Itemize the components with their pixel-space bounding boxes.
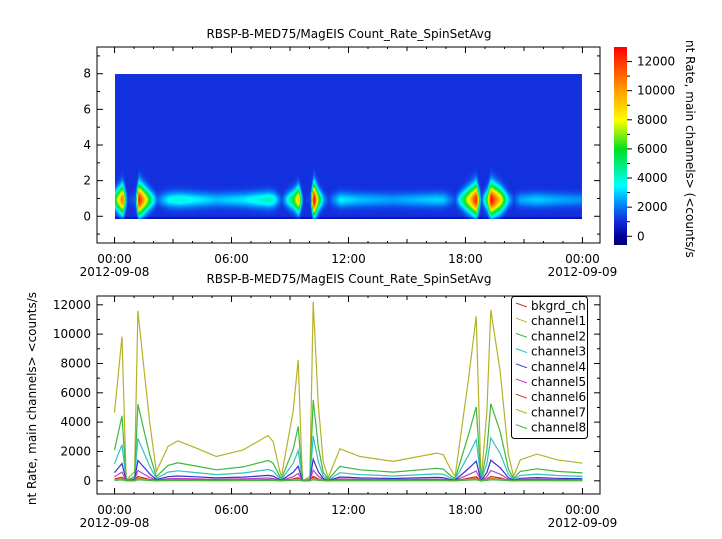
bottom-chart-title: RBSP-B-MED75/MagEIS Count_Rate_SpinSetAv…: [206, 272, 491, 286]
legend-label: bkgrd_ch: [531, 299, 586, 313]
line-series: [113, 301, 583, 483]
x-tick-label: 12:00: [331, 252, 366, 266]
y-tick-label: 8: [83, 67, 91, 81]
colorbar-tick-label: 10000: [637, 84, 675, 98]
bottom-axes: 0 2000 4000 6000 8000 10000 12000 00:00 06:00 12:…: [53, 295, 618, 530]
legend-label: channel3: [531, 345, 586, 359]
series-line-channel1: [113, 301, 583, 482]
series-line-channel8: [114, 479, 583, 482]
legend-swatch-channel7: [515, 408, 528, 414]
legend-swatch-bkgrd_ch: [515, 302, 528, 308]
colorbar-tick-label: 0: [637, 229, 645, 243]
legend-label: channel2: [531, 329, 586, 343]
plot-frame: [96, 46, 601, 244]
x-date-label: 2012-09-09: [548, 265, 618, 279]
y-tick-label: 0: [83, 474, 91, 488]
x-tick-label: 00:00: [97, 252, 132, 266]
y-tick-label: 6: [83, 102, 91, 116]
y-tick-label: 2000: [60, 444, 91, 458]
colorbar-tick-label: 4000: [637, 171, 668, 185]
series-line-channel3: [113, 435, 583, 482]
y-tick-label: 8000: [60, 356, 91, 370]
legend-label: channel5: [531, 375, 586, 389]
legend-swatch-channel3: [515, 348, 528, 354]
legend-swatch-channel5: [515, 378, 528, 384]
top-chart-title: RBSP-B-MED75/MagEIS Count_Rate_SpinSetAv…: [206, 27, 491, 41]
legend-swatch-channel4: [515, 363, 528, 369]
legend-swatch-channel6: [515, 393, 528, 399]
colorbar-tick-label: 6000: [637, 142, 668, 156]
x-tick-label: 18:00: [448, 503, 483, 517]
legend-swatch-channel1: [515, 317, 528, 323]
y-tick-label: 2: [83, 174, 91, 188]
x-tick-label: 00:00: [565, 252, 600, 266]
colorbar-label: nt Rate, main channels> (<counts/s: [683, 40, 697, 258]
colorbar-tick-label: 2000: [637, 200, 668, 214]
y-tick-label: 6000: [60, 386, 91, 400]
y-tick-label: 4: [83, 138, 91, 152]
x-date-label: 2012-09-09: [548, 516, 618, 530]
legend-swatch-channel8: [515, 424, 528, 430]
y-tick-label: 0: [83, 209, 91, 223]
x-tick-label: 18:00: [448, 252, 483, 266]
x-date-label: 2012-09-08: [80, 265, 150, 279]
legend-label: channel8: [531, 421, 586, 435]
y-tick-label: 12000: [53, 298, 91, 312]
x-tick-label: 06:00: [214, 503, 249, 517]
colorbar-tick-label: 12000: [637, 55, 675, 69]
series-line-channel4: [114, 456, 583, 483]
x-tick-label: 12:00: [331, 503, 366, 517]
spectrogram-heatmap: [115, 74, 582, 219]
bottom-y-axis-label: nt Rate, main channels> <counts/s: [25, 292, 39, 505]
legend-label: channel1: [531, 314, 586, 328]
y-tick-label: 10000: [53, 327, 91, 341]
legend-box: [511, 296, 588, 439]
x-date-label: 2012-09-08: [80, 516, 150, 530]
legend-label: channel6: [531, 390, 586, 404]
x-tick-label: 00:00: [565, 503, 600, 517]
legend-swatch-channel2: [515, 332, 528, 338]
y-tick-label: 4000: [60, 415, 91, 429]
colorbar-tick-label: 8000: [637, 113, 668, 127]
series-line-channel2: [113, 400, 583, 482]
legend-label: channel7: [531, 405, 586, 419]
x-tick-label: 00:00: [97, 503, 132, 517]
colorbar: [614, 47, 627, 245]
legend-label: channel4: [531, 360, 586, 374]
x-tick-label: 06:00: [214, 252, 249, 266]
series-line-channel5: [114, 468, 583, 482]
